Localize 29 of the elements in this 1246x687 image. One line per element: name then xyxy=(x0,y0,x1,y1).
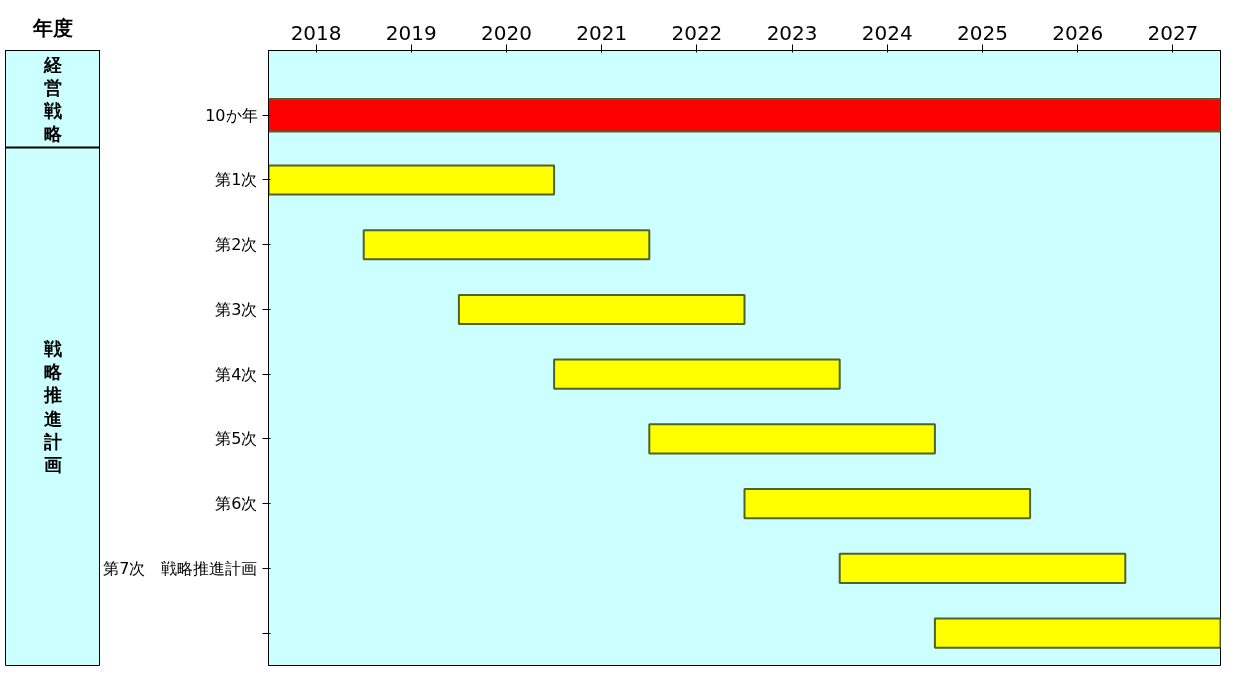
x-tick-label: 2021 xyxy=(576,20,628,45)
bar xyxy=(648,423,936,455)
x-tick-label: 2027 xyxy=(1147,20,1199,45)
y-tick-label: 第1次 xyxy=(215,170,258,190)
bar xyxy=(838,552,1127,584)
x-tick-label: 2022 xyxy=(671,20,723,45)
bar xyxy=(362,229,651,261)
x-tick-label: 2025 xyxy=(957,20,1008,45)
bar xyxy=(933,617,1221,649)
x-tick-label: 2026 xyxy=(1052,20,1104,45)
bar xyxy=(743,488,1032,520)
y-tick-label: 第5次 xyxy=(215,429,258,449)
y-tick-label: 10か年 xyxy=(205,105,258,125)
text: 戦略推進計画 xyxy=(43,338,63,475)
x-tick-label: 2018 xyxy=(290,20,342,45)
x-axis-title: 年度 xyxy=(32,15,73,40)
y-tick-label: 第3次 xyxy=(215,299,258,319)
bar xyxy=(268,164,556,196)
bar xyxy=(553,358,841,390)
y-tick-label: 第6次 xyxy=(215,494,258,514)
y-tick-label: 第2次 xyxy=(215,235,258,255)
x-tick-label: 2019 xyxy=(385,20,437,45)
text: 経営戦略 xyxy=(43,53,63,145)
y-tick-label: 第7次 戦略推進計画 xyxy=(103,558,258,578)
y-tick-label: 第4次 xyxy=(215,364,258,384)
bar xyxy=(457,293,746,326)
x-tick-label: 2024 xyxy=(861,20,913,45)
x-tick-label: 2023 xyxy=(766,20,818,45)
x-tick-label: 2020 xyxy=(481,20,532,45)
